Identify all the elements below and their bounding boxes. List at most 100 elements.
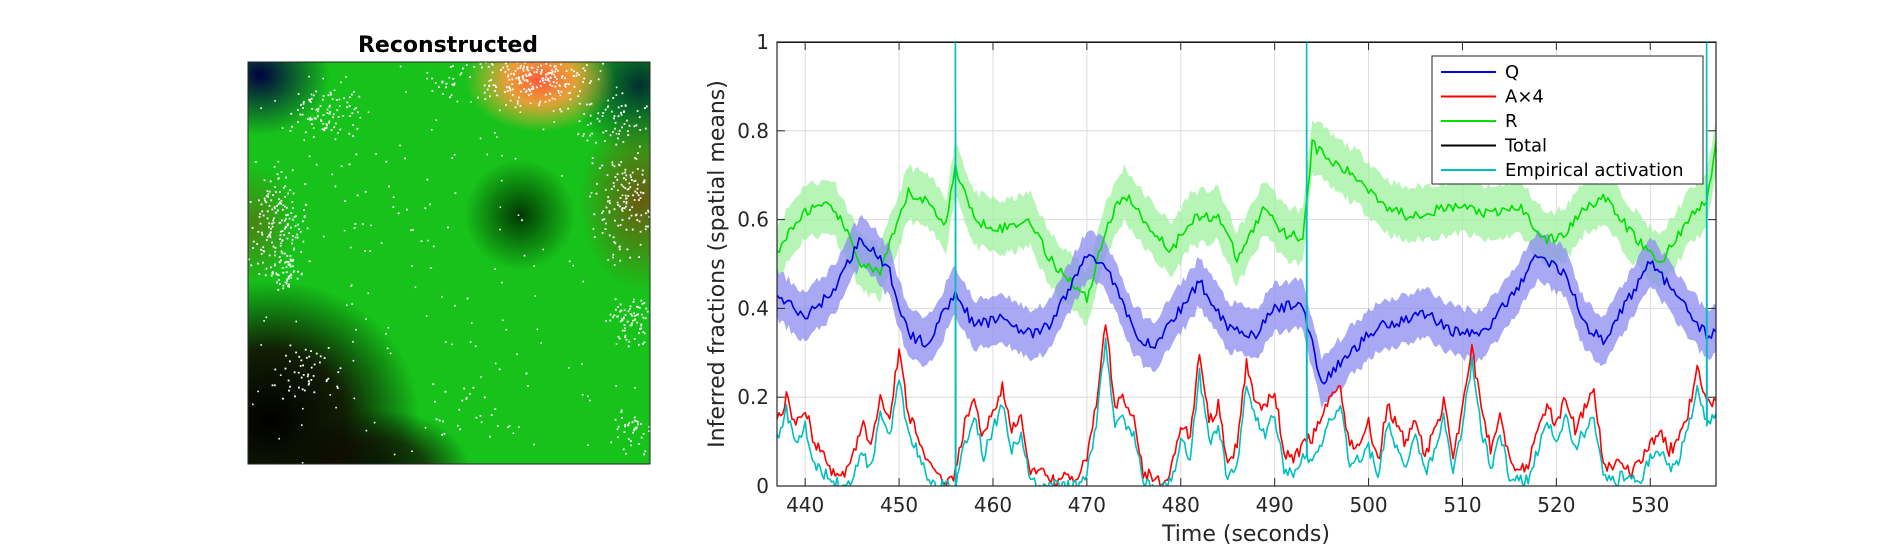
spike-dot: [621, 219, 624, 221]
spike-dot: [461, 399, 464, 402]
spike-dot: [627, 310, 630, 313]
spike-dot: [576, 72, 579, 75]
spike-dot: [346, 304, 348, 306]
spike-dot: [508, 87, 511, 90]
spike-dot: [322, 95, 325, 97]
spike-dot: [453, 153, 456, 156]
spike-dot: [620, 161, 623, 163]
spike-dot: [554, 98, 556, 100]
spike-dot: [569, 92, 571, 94]
spike-dot: [624, 423, 627, 426]
spike-dot: [624, 187, 627, 189]
y-tick-label: 1: [756, 30, 769, 54]
spike-dot: [642, 192, 645, 194]
spike-dot: [638, 307, 641, 309]
spike-dot: [520, 90, 522, 93]
spike-dot: [297, 93, 300, 95]
spike-dot: [546, 79, 549, 81]
spike-dot: [348, 105, 351, 107]
spike-dot: [630, 444, 632, 447]
spike-dot: [411, 265, 413, 267]
spike-dot: [635, 427, 638, 430]
spike-dot: [606, 174, 609, 177]
spike-dot: [629, 209, 631, 211]
spike-dot: [573, 85, 576, 88]
spike-dot: [647, 209, 649, 212]
spike-dot: [277, 203, 280, 206]
spike-dot: [388, 185, 390, 188]
spike-dot: [364, 250, 366, 252]
spike-dot: [290, 112, 293, 115]
legend: Q A×4 R Total Empirical activation: [1431, 55, 1704, 185]
spike-dot: [518, 426, 520, 428]
spike-dot: [642, 316, 645, 319]
spike-dot: [615, 94, 618, 96]
spike-dot: [431, 90, 434, 92]
spike-dot: [406, 208, 408, 211]
spike-dot: [291, 265, 294, 268]
spike-dot: [560, 90, 563, 93]
spike-dot: [277, 274, 280, 276]
spike-dot: [338, 105, 341, 107]
spike-dot: [634, 157, 636, 159]
spike-dot: [637, 152, 639, 154]
spike-dot: [285, 261, 288, 263]
spike-dot: [288, 232, 291, 234]
spike-dot: [323, 129, 326, 132]
spike-dot: [291, 169, 294, 172]
spike-dot: [640, 323, 643, 326]
spike-dot: [265, 195, 268, 197]
spike-dot: [640, 214, 643, 217]
spike-dot: [548, 80, 551, 83]
spike-dot: [490, 79, 492, 81]
spike-dot: [450, 94, 453, 97]
spike-dot: [633, 428, 636, 431]
spike-dot: [330, 93, 332, 96]
spike-dot: [266, 235, 269, 238]
spike-dot: [285, 282, 288, 285]
spike-dot: [303, 139, 306, 141]
spike-dot: [536, 68, 539, 71]
spike-dot: [274, 263, 276, 266]
spike-dot: [322, 122, 325, 125]
spike-dot: [483, 91, 486, 94]
spike-dot: [445, 82, 448, 85]
spike-dot: [310, 93, 313, 96]
spike-dot: [281, 267, 284, 269]
spike-dot: [410, 229, 413, 232]
spike-dot: [623, 309, 626, 312]
spike-dot: [477, 96, 479, 99]
spike-dot: [462, 67, 464, 70]
spike-dot: [619, 259, 622, 262]
spike-dot: [314, 117, 317, 120]
spike-dot: [289, 360, 291, 363]
spike-dot: [536, 86, 538, 89]
spike-dot: [288, 389, 290, 392]
spike-dot: [568, 260, 571, 263]
spike-dot: [343, 97, 345, 100]
spike-dot: [470, 322, 473, 324]
spike-dot: [620, 113, 623, 116]
spike-dot: [289, 130, 292, 132]
spike-dot: [308, 382, 311, 385]
spike-dot: [559, 108, 561, 111]
spike-dot: [426, 71, 429, 74]
spike-dot: [258, 273, 261, 275]
spike-dot: [578, 102, 581, 105]
spike-dot: [287, 379, 290, 382]
spike-dot: [640, 436, 643, 439]
spike-dot: [504, 91, 506, 93]
spike-dot: [480, 421, 483, 424]
spike-dot: [491, 71, 494, 74]
spike-dot: [621, 194, 624, 197]
spike-dot: [502, 319, 504, 322]
series-line-empirical-activation: [777, 42, 1716, 486]
spike-dot: [259, 222, 262, 225]
spike-dot: [345, 76, 347, 78]
spike-dot: [507, 68, 510, 71]
spike-dot: [326, 108, 329, 111]
spike-dot: [261, 231, 263, 234]
spike-dot: [628, 422, 631, 425]
spike-dot: [494, 84, 497, 87]
spike-dot: [572, 264, 574, 267]
